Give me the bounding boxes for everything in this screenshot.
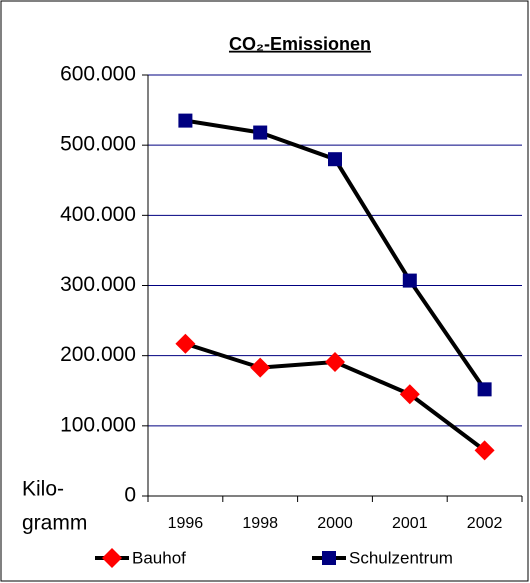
marker [399, 384, 420, 405]
x-tick-label: 2002 [467, 515, 503, 532]
y-tick-label: 100.000 [60, 413, 136, 436]
y-tick-label: 400.000 [60, 203, 136, 226]
marker [102, 548, 122, 568]
marker [253, 125, 268, 140]
marker [474, 440, 495, 461]
chart-title: CO₂-Emissionen [229, 34, 371, 54]
y-tick-label: 200.000 [60, 343, 136, 366]
marker [322, 551, 336, 565]
y-tick-label: 500.000 [60, 133, 136, 156]
x-tick-label: 2000 [317, 515, 353, 532]
y-tick-label: 300.000 [60, 273, 136, 296]
y-axis-label: gramm [22, 512, 87, 535]
x-tick-label: 1998 [242, 515, 278, 532]
marker [402, 273, 417, 288]
y-axis-label: Kilo- [22, 478, 64, 501]
legend-label: Bauhof [132, 548, 186, 567]
marker [175, 333, 196, 354]
marker [328, 152, 342, 167]
marker [325, 351, 345, 372]
legend-label: Schulzentrum [349, 548, 453, 567]
marker [477, 382, 492, 397]
x-tick-label: 1996 [168, 515, 204, 532]
marker [250, 357, 271, 378]
y-tick-label: 0 [124, 484, 136, 507]
marker [178, 113, 193, 128]
x-tick-label: 2001 [392, 515, 428, 532]
y-tick-label: 600.000 [60, 63, 136, 86]
